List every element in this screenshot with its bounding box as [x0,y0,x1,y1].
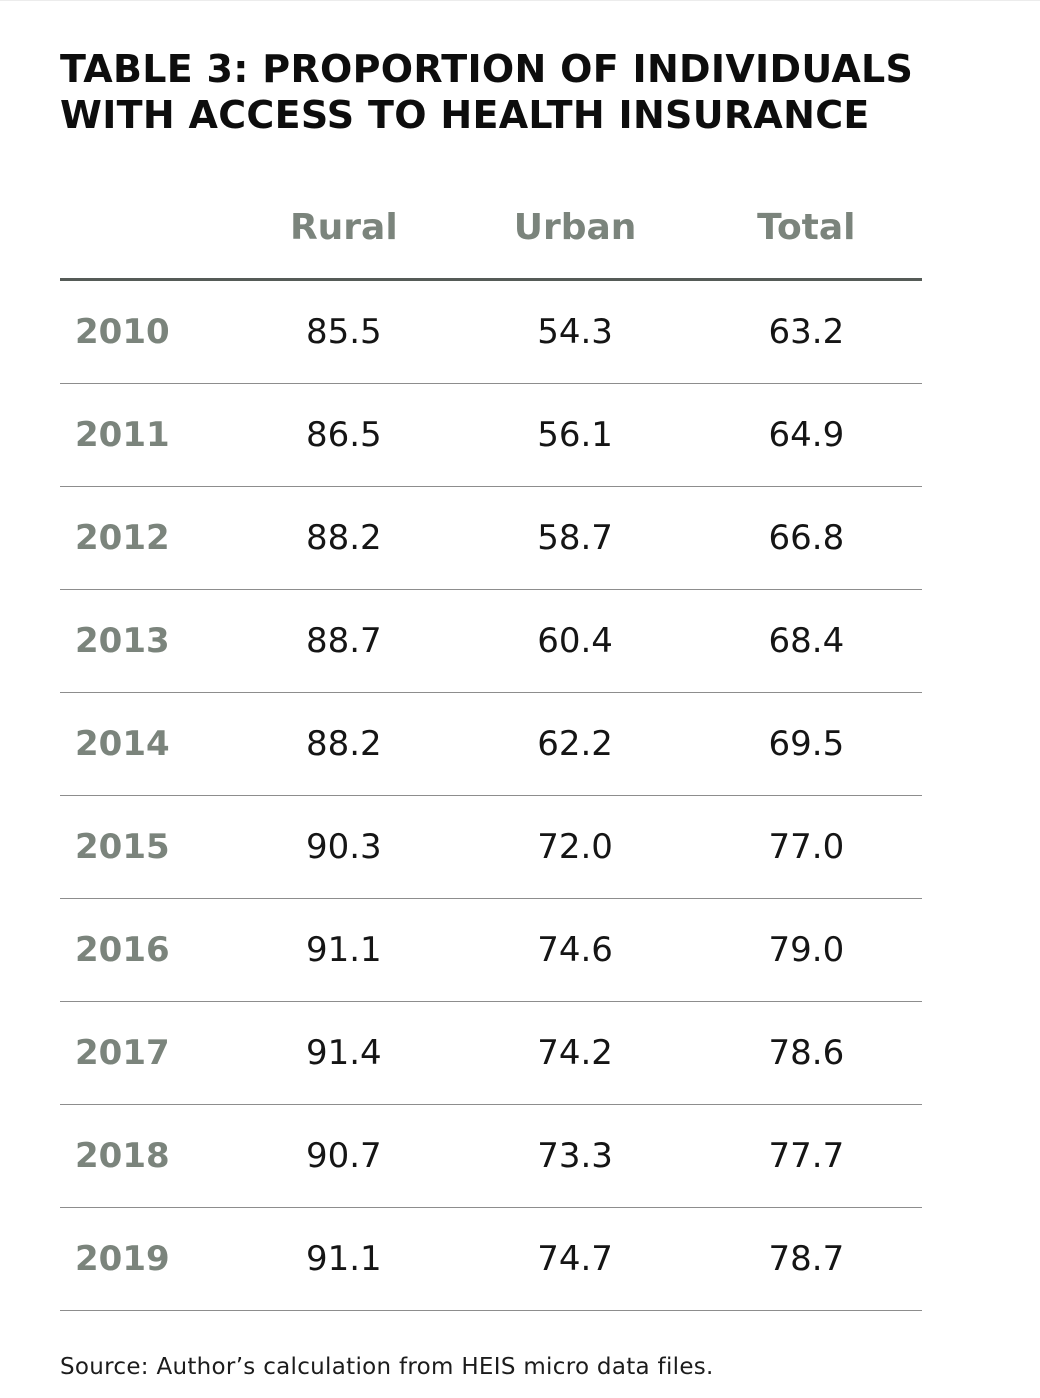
table-row: 2010 85.5 54.3 63.2 [60,279,922,384]
table-row: 2014 88.2 62.2 69.5 [60,692,922,796]
total-cell: 69.5 [690,692,922,796]
table-row: 2019 91.1 74.7 78.7 [60,1207,922,1311]
column-header-year [60,176,229,281]
total-cell: 78.7 [690,1207,922,1311]
source-note: Source: Author’s calculation from HEIS m… [60,1354,714,1380]
urban-cell: 54.3 [459,279,691,384]
table-row: 2013 88.7 60.4 68.4 [60,589,922,693]
insurance-table: Rural Urban Total 2010 85.5 54.3 63.2 20… [60,176,922,1311]
rural-cell: 88.2 [228,692,460,796]
insurance-table-container: Rural Urban Total 2010 85.5 54.3 63.2 20… [60,176,922,1311]
rural-cell: 91.1 [228,1207,460,1311]
total-cell: 79.0 [690,898,922,1002]
rural-cell: 90.3 [228,795,460,899]
year-cell: 2011 [60,383,229,487]
rural-cell: 86.5 [228,383,460,487]
year-cell: 2010 [60,279,229,384]
year-cell: 2019 [60,1207,229,1311]
total-cell: 78.6 [690,1001,922,1105]
table-header-row: Rural Urban Total [60,176,922,281]
urban-cell: 60.4 [459,589,691,693]
table-title-line-1: TABLE 3: PROPORTION OF INDIVIDUALS [60,47,914,91]
year-cell: 2012 [60,486,229,590]
year-cell: 2013 [60,589,229,693]
rural-cell: 91.1 [228,898,460,1002]
total-cell: 68.4 [690,589,922,693]
year-cell: 2017 [60,1001,229,1105]
top-divider [0,0,1040,1]
table-title-line-2: WITH ACCESS TO HEALTH INSURANCE [60,93,870,137]
rural-cell: 85.5 [228,279,460,384]
urban-cell: 74.2 [459,1001,691,1105]
urban-cell: 74.7 [459,1207,691,1311]
table-row: 2012 88.2 58.7 66.8 [60,486,922,590]
rural-cell: 90.7 [228,1104,460,1208]
rural-cell: 88.7 [228,589,460,693]
column-header-total: Total [690,176,922,281]
table-row: 2018 90.7 73.3 77.7 [60,1104,922,1208]
total-cell: 77.7 [690,1104,922,1208]
urban-cell: 56.1 [459,383,691,487]
column-header-urban: Urban [459,176,691,281]
table-title: TABLE 3: PROPORTION OF INDIVIDUALS WITH … [60,46,960,138]
table-row: 2011 86.5 56.1 64.9 [60,383,922,487]
urban-cell: 73.3 [459,1104,691,1208]
rural-cell: 91.4 [228,1001,460,1105]
total-cell: 77.0 [690,795,922,899]
year-cell: 2016 [60,898,229,1002]
table-row: 2017 91.4 74.2 78.6 [60,1001,922,1105]
year-cell: 2014 [60,692,229,796]
urban-cell: 58.7 [459,486,691,590]
year-cell: 2018 [60,1104,229,1208]
table-row: 2015 90.3 72.0 77.0 [60,795,922,899]
urban-cell: 74.6 [459,898,691,1002]
total-cell: 63.2 [690,279,922,384]
urban-cell: 72.0 [459,795,691,899]
year-cell: 2015 [60,795,229,899]
table-row: 2016 91.1 74.6 79.0 [60,898,922,1002]
total-cell: 64.9 [690,383,922,487]
column-header-rural: Rural [228,176,460,281]
urban-cell: 62.2 [459,692,691,796]
total-cell: 66.8 [690,486,922,590]
rural-cell: 88.2 [228,486,460,590]
